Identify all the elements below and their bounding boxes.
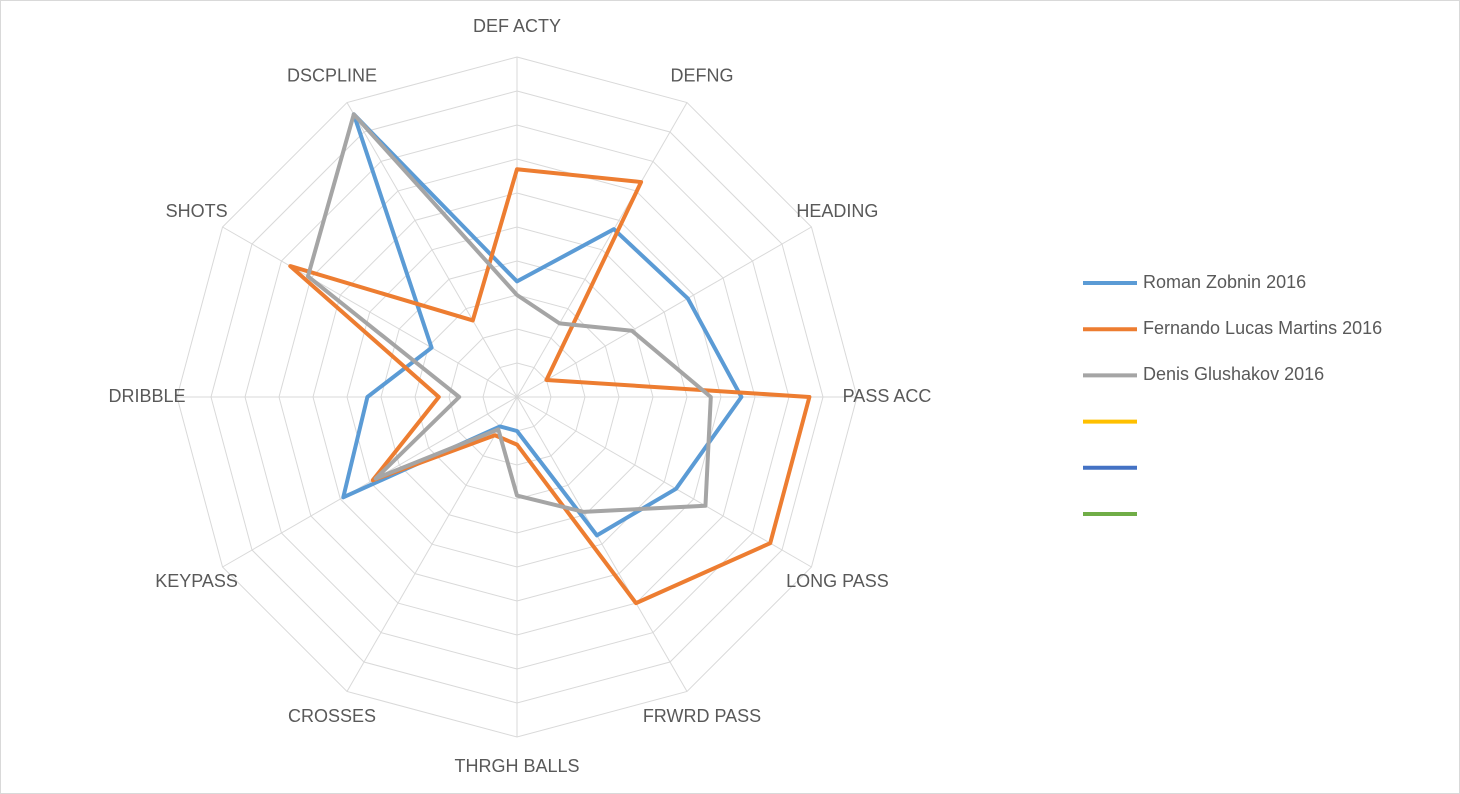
axis-label: DRIBBLE: [108, 386, 185, 406]
axis-label: THRGH BALLS: [454, 756, 579, 776]
legend-label: Denis Glushakov 2016: [1143, 364, 1324, 384]
spoke: [516, 396, 812, 568]
spoke: [346, 102, 518, 398]
spoke: [346, 396, 518, 692]
axis-label: LONG PASS: [786, 571, 889, 591]
axis-label: SHOTS: [166, 201, 228, 221]
axis-label: DEFNG: [671, 65, 734, 85]
spoke: [222, 396, 518, 568]
series-line: [305, 112, 713, 514]
series-line: [288, 167, 812, 606]
axis-label: FRWRD PASS: [643, 706, 761, 726]
axis-label: HEADING: [796, 201, 878, 221]
spoke: [516, 226, 812, 398]
axis-label: KEYPASS: [155, 571, 238, 591]
series-line: [341, 112, 744, 538]
legend-label: Roman Zobnin 2016: [1143, 272, 1306, 292]
axis-label: CROSSES: [288, 706, 376, 726]
legend-label: Fernando Lucas Martins 2016: [1143, 318, 1382, 338]
spoke: [516, 102, 688, 398]
axis-label: DSCPLINE: [287, 65, 377, 85]
spoke: [516, 396, 688, 692]
spoke: [222, 226, 518, 398]
axis-label: PASS ACC: [843, 386, 932, 406]
axis-label: DEF ACTY: [473, 16, 561, 36]
